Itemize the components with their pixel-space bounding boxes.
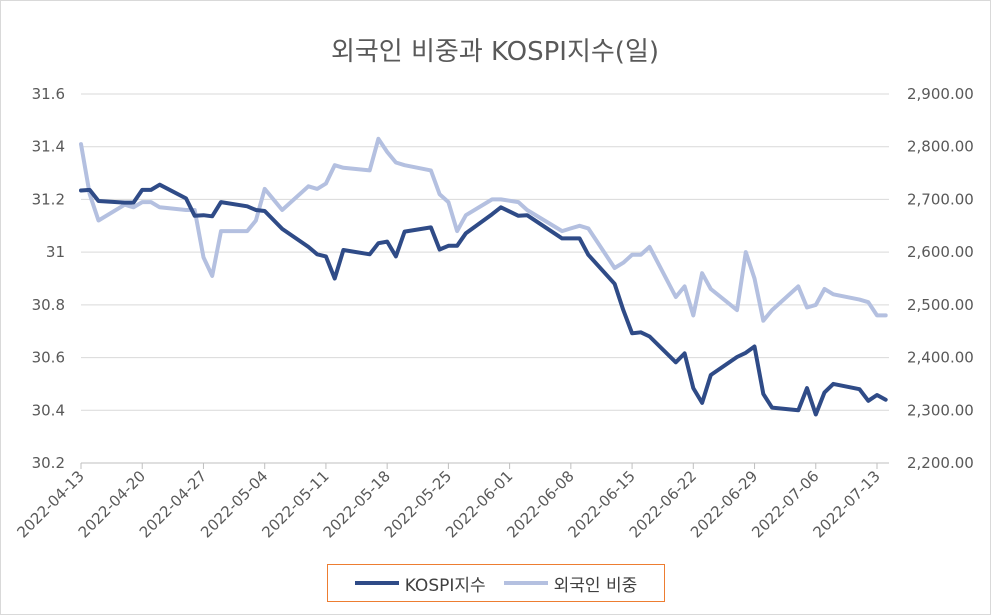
chart-title: 외국인 비중과 KOSPI지수(일): [331, 37, 659, 67]
y-left-tick-label: 30.6: [32, 349, 65, 367]
gridlines: [81, 93, 889, 464]
y-left-tick-label: 31.2: [32, 190, 65, 208]
y-right-tick-label: 2,800.00: [907, 138, 974, 156]
y-right-tick-label: 2,200.00: [907, 454, 974, 472]
y-left-tick-label: 31.4: [32, 138, 65, 156]
legend-swatch-kospi: [354, 581, 399, 585]
legend-item-kospi: KOSPI지수: [354, 571, 486, 596]
legend-label-foreign: 외국인 비중: [553, 575, 638, 596]
y-left-tick-label: 30.8: [32, 296, 65, 314]
y-right-tick-label: 2,900.00: [907, 85, 974, 103]
legend-swatch-foreign: [503, 581, 548, 585]
right-y-axis: 2,900.00 2,800.00 2,700.00 2,600.00 2,500.00…: [907, 85, 974, 472]
series-lines: [79, 136, 888, 417]
y-left-tick-label: 31.6: [32, 85, 65, 103]
left-y-axis: 31.6 31.4 31.2 31 30.8 30.6 30.4 30.2: [32, 85, 65, 472]
y-left-tick-label: 31: [46, 243, 65, 261]
y-right-tick-label: 2,300.00: [907, 401, 974, 419]
y-right-tick-label: 2,700.00: [907, 190, 974, 208]
legend: KOSPI지수 외국인 비중: [327, 564, 665, 602]
legend-item-foreign: 외국인 비중: [503, 571, 638, 596]
series-line-kospi: [79, 182, 888, 417]
legend-label-kospi: KOSPI지수: [404, 575, 486, 596]
y-right-tick-label: 2,400.00: [907, 349, 974, 367]
y-left-tick-label: 30.4: [32, 401, 65, 419]
y-right-tick-label: 2,600.00: [907, 243, 974, 261]
y-right-tick-label: 2,500.00: [907, 296, 974, 314]
x-axis: 2022-04-132022-04-202022-04-272022-05-04…: [13, 462, 889, 541]
series-line-foreign-share: [79, 136, 888, 323]
y-left-tick-label: 30.2: [32, 454, 65, 472]
